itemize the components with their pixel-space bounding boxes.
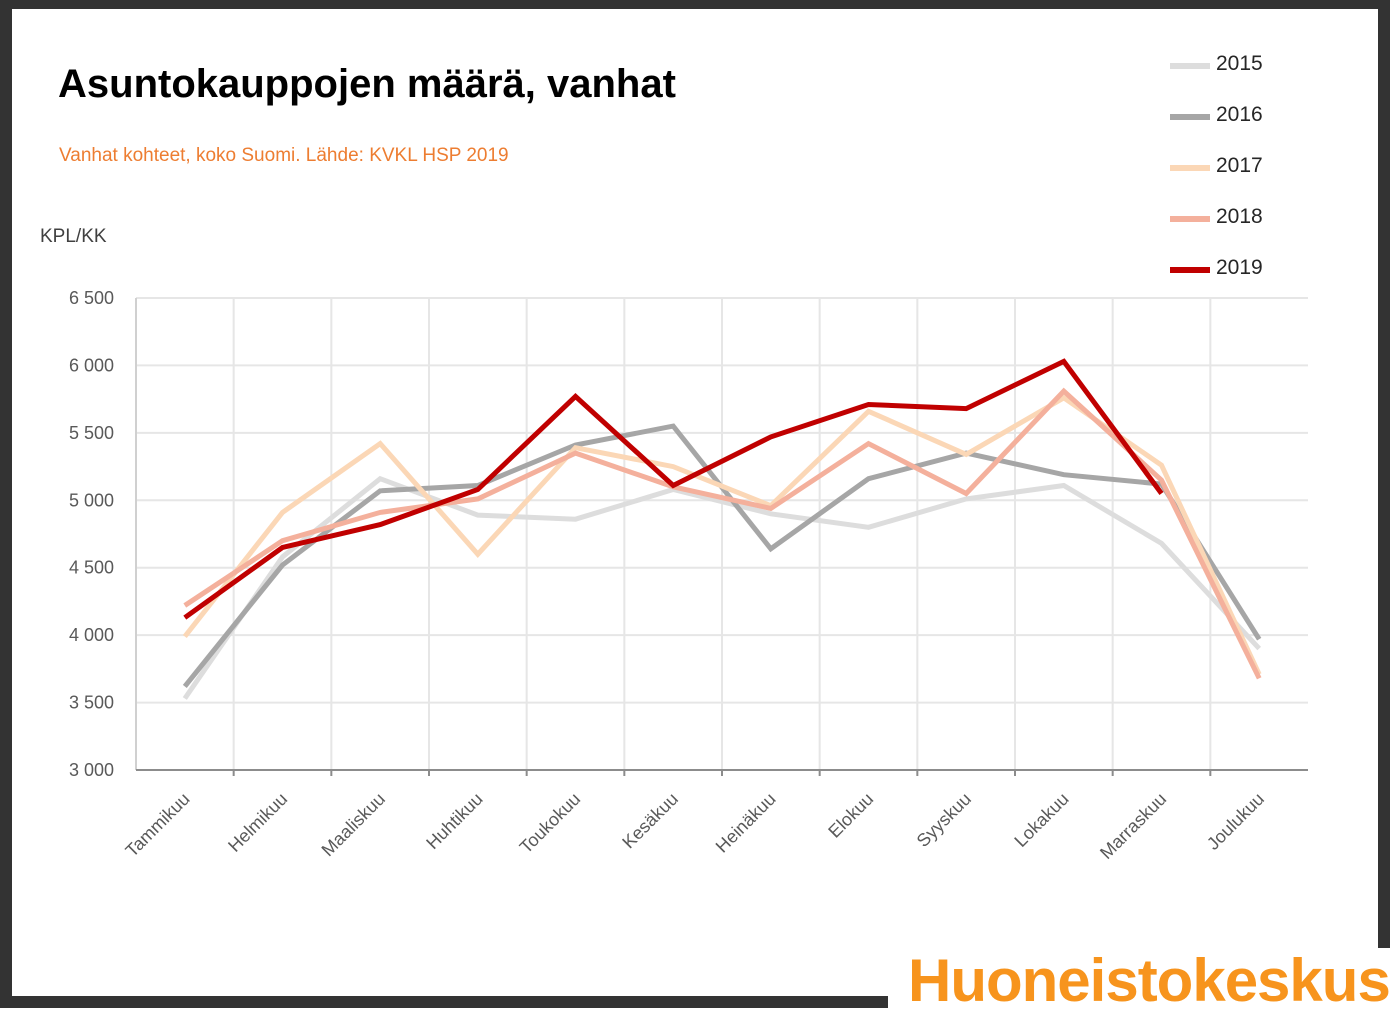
frame-right-border: [1378, 0, 1390, 948]
x-tick-label: Marraskuu: [1096, 789, 1170, 863]
x-tick-label: Lokakuu: [1010, 789, 1072, 851]
x-tick-label: Syyskuu: [913, 789, 975, 851]
frame-top-border: [0, 0, 1390, 9]
y-tick-label: 3 000: [69, 760, 114, 780]
y-tick-label: 3 500: [69, 693, 114, 713]
series-lines: [182, 358, 1262, 700]
y-axis-unit-label: KPL/KK: [40, 226, 107, 247]
frame-left-border: [0, 0, 12, 1008]
y-tick-label: 6 000: [69, 355, 114, 375]
legend-label: 2019: [1216, 256, 1263, 279]
series-line-2018: [183, 387, 1262, 680]
legend-swatch: [1170, 165, 1210, 171]
legend-swatch: [1170, 114, 1210, 120]
y-tick-label: 6 500: [69, 288, 114, 308]
y-tick-label: 5 500: [69, 423, 114, 443]
axes: [135, 298, 1308, 776]
frame-bottom-border: [0, 996, 888, 1008]
y-tick-label: 4 500: [69, 558, 114, 578]
legend-item-2016: 2016: [1170, 101, 1290, 131]
x-tick-label: Tammikuu: [122, 789, 194, 861]
series-line-2015: [182, 475, 1262, 700]
x-tick-label: Kesäkuu: [618, 789, 682, 853]
x-tick-label: Helmikuu: [224, 789, 291, 856]
x-tick-labels: Tammikuu Helmikuu Maaliskuu Huhtikuu Toukoku…: [122, 789, 1268, 863]
legend-swatch: [1170, 63, 1210, 69]
legend-label: 2017: [1216, 154, 1263, 177]
legend-label: 2016: [1216, 103, 1263, 126]
legend-item-2015: 2015: [1170, 50, 1290, 80]
legend-swatch: [1170, 216, 1210, 222]
x-tick-label: Toukokuu: [516, 789, 585, 858]
legend-item-2019: 2019: [1170, 254, 1290, 284]
legend-item-2018: 2018: [1170, 203, 1290, 233]
brand-logo: Huoneistokeskus: [908, 947, 1390, 1014]
legend-label: 2018: [1216, 205, 1263, 228]
x-tick-label: Huhtikuu: [422, 789, 486, 853]
y-tick-labels: 3 000 3 500 4 000 4 500 5 000 5 500 6 000 6 500: [69, 288, 114, 780]
y-tick-label: 4 000: [69, 625, 114, 645]
legend-swatch: [1170, 267, 1210, 273]
y-tick-label: 5 000: [69, 490, 114, 510]
x-tick-label: Joulukuu: [1203, 789, 1268, 854]
legend-item-2017: 2017: [1170, 152, 1290, 182]
x-tick-label: Elokuu: [824, 789, 877, 842]
chart-subtitle: Vanhat kohteet, koko Suomi. Lähde: KVKL …: [59, 145, 509, 166]
series-line-2019: [183, 358, 1164, 620]
x-tick-label: Maaliskuu: [318, 789, 389, 860]
legend-label: 2015: [1216, 52, 1263, 75]
x-tick-label: Heinäkuu: [712, 789, 780, 857]
chart-title: Asuntokauppojen määrä, vanhat: [58, 62, 676, 106]
